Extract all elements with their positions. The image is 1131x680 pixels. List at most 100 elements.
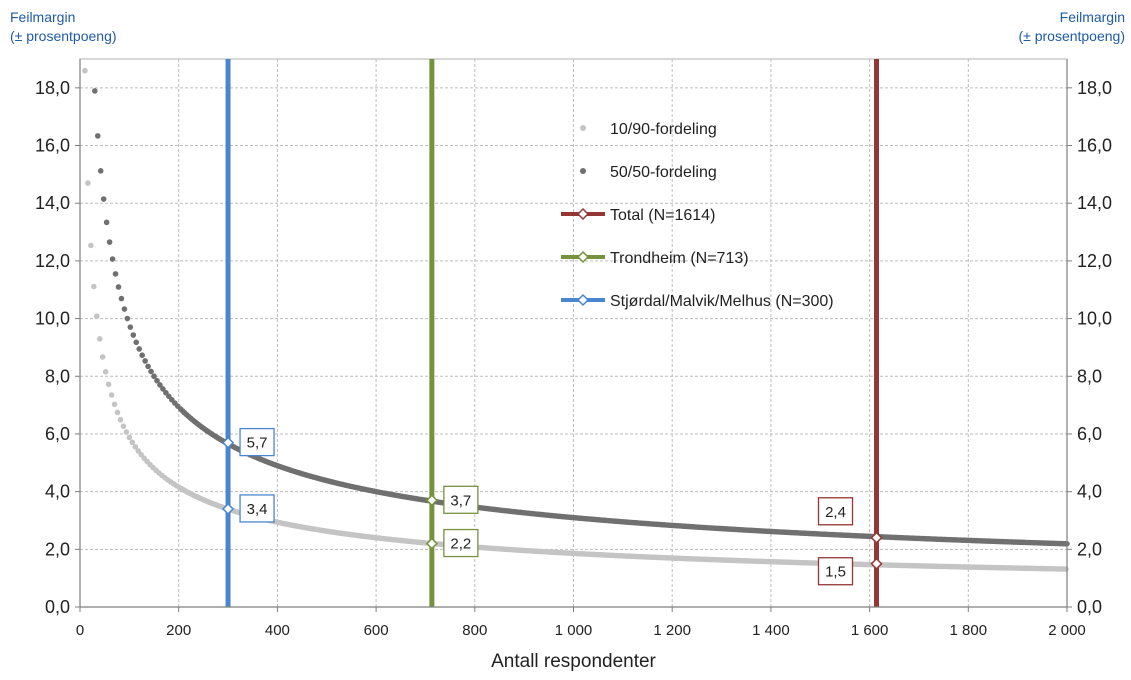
legend-marker-diamond bbox=[576, 207, 590, 221]
series-point bbox=[132, 443, 139, 450]
y-tick-label-right: 4,0 bbox=[1077, 482, 1102, 502]
series-point bbox=[121, 306, 128, 312]
y-tick-label-left: 4,0 bbox=[45, 482, 70, 502]
legend-label: Stjørdal/Malvik/Melhus (N=300) bbox=[610, 293, 834, 310]
series-point bbox=[97, 168, 104, 174]
y-tick-label-right: 12,0 bbox=[1077, 251, 1112, 271]
legend-marker-diamond bbox=[576, 250, 590, 264]
series-point bbox=[1063, 566, 1069, 572]
reference-marker bbox=[425, 537, 438, 550]
series-point bbox=[136, 346, 143, 352]
axes: 0 200 400 600 800 1 000 1 200 1 400 1 600 1 800 2 … bbox=[35, 59, 1112, 639]
value-label: 3,7 bbox=[450, 492, 471, 509]
legend-marker-diamond bbox=[576, 293, 590, 307]
series-point bbox=[126, 434, 133, 441]
series-point bbox=[99, 354, 106, 360]
x-tick-label: 1 000 bbox=[555, 622, 593, 639]
y-axis-title-right-line2: (± prosentpoeng) bbox=[1018, 28, 1125, 44]
series-point bbox=[130, 332, 137, 338]
y-tick-label-left: 18,0 bbox=[35, 78, 70, 98]
value-label: 2,2 bbox=[450, 536, 471, 553]
series-point bbox=[160, 386, 166, 392]
y-tick-label-right: 18,0 bbox=[1077, 78, 1112, 98]
x-axis-title: Antall respondenter bbox=[491, 651, 656, 672]
legend-label: Total (N=1614) bbox=[610, 207, 715, 224]
y-tick-label-left: 6,0 bbox=[45, 424, 70, 444]
y-tick-label-left: 0,0 bbox=[45, 597, 70, 617]
series-point bbox=[102, 369, 109, 375]
series-point bbox=[139, 352, 145, 358]
series-point bbox=[111, 401, 118, 408]
legend-label: 10/90-fordeling bbox=[610, 121, 717, 138]
x-tick-label: 1 200 bbox=[653, 622, 691, 639]
series-point bbox=[93, 313, 100, 319]
series-point bbox=[115, 284, 122, 290]
x-tick-label: 2 000 bbox=[1048, 622, 1086, 639]
y-tick-label-left: 2,0 bbox=[45, 539, 70, 559]
series-point bbox=[105, 381, 112, 388]
x-tick-label: 1 800 bbox=[950, 622, 988, 639]
y-tick-label-left: 12,0 bbox=[35, 251, 70, 271]
series-point bbox=[148, 368, 154, 375]
reference-marker bbox=[425, 494, 438, 507]
series-point bbox=[112, 271, 119, 277]
series-point bbox=[142, 358, 148, 364]
series-point bbox=[108, 392, 115, 398]
y-tick-label-right: 2,0 bbox=[1077, 539, 1102, 559]
legend-marker-dot bbox=[580, 168, 586, 174]
y-axis-title-left-line1: Feilmargin bbox=[10, 9, 76, 25]
legend: 10/90-fordeling 50/50-fordeling Total (N=1… bbox=[561, 121, 834, 310]
legend-item: 10/90-fordeling bbox=[580, 121, 717, 138]
legend-label: Trondheim (N=713) bbox=[610, 250, 749, 267]
series-point bbox=[96, 336, 103, 342]
series-50-50 bbox=[92, 88, 1070, 547]
x-tick-label: 200 bbox=[166, 622, 191, 639]
series-point bbox=[109, 256, 116, 262]
series-point bbox=[118, 295, 125, 302]
series-point bbox=[124, 315, 131, 322]
value-label-box bbox=[817, 557, 854, 586]
x-tick-label: 600 bbox=[364, 622, 389, 639]
reference-lines: 2,4 1,5 3,7 2,2 5,7 3,4 bbox=[221, 59, 883, 607]
y-tick-label-right: 0,0 bbox=[1077, 597, 1102, 617]
series-point bbox=[91, 283, 97, 290]
y-axis-title-left: Feilmargin (± prosentpoeng) bbox=[10, 8, 117, 46]
series-point bbox=[106, 239, 113, 245]
series-point bbox=[85, 180, 91, 186]
legend-marker-dot bbox=[580, 125, 586, 131]
reference-line-group: 2,4 1,5 bbox=[817, 59, 883, 607]
reference-marker bbox=[221, 436, 235, 449]
series-point bbox=[114, 409, 121, 416]
series-point bbox=[82, 67, 88, 74]
x-tick-label: 1 600 bbox=[851, 622, 889, 639]
series-point bbox=[133, 339, 140, 346]
series-point bbox=[157, 382, 163, 388]
x-tick-label: 1 400 bbox=[752, 622, 790, 639]
legend-item: Total (N=1614) bbox=[561, 207, 715, 224]
y-tick-label-left: 10,0 bbox=[35, 309, 70, 329]
y-tick-label-left: 14,0 bbox=[35, 193, 70, 213]
y-tick-label-right: 6,0 bbox=[1077, 424, 1102, 444]
series-point bbox=[151, 373, 157, 380]
value-label: 3,4 bbox=[247, 501, 268, 518]
series-point bbox=[154, 377, 160, 384]
y-tick-label-left: 16,0 bbox=[35, 136, 70, 156]
margin-of-error-chart: 2,4 1,5 3,7 2,2 5,7 3,4 0 200 400 600 800 1 000 1 2… bbox=[35, 58, 1112, 639]
series-point bbox=[92, 88, 98, 94]
value-label: 2,4 bbox=[825, 504, 846, 521]
value-label-box bbox=[817, 497, 854, 526]
series-point bbox=[135, 448, 142, 454]
y-axis-title-right: Feilmargin (± prosentpoeng) bbox=[1018, 8, 1125, 46]
series-point bbox=[103, 219, 110, 226]
value-label-box bbox=[443, 528, 479, 558]
value-label: 1,5 bbox=[825, 564, 846, 581]
y-tick-label-right: 16,0 bbox=[1077, 136, 1112, 156]
y-tick-label-left: 8,0 bbox=[45, 366, 70, 386]
reference-marker bbox=[870, 557, 883, 570]
y-tick-label-right: 10,0 bbox=[1077, 309, 1112, 329]
reference-line-group: 5,7 3,4 bbox=[221, 59, 275, 607]
legend-label: 50/50-fordeling bbox=[610, 164, 717, 181]
value-label-box bbox=[239, 494, 275, 523]
series-point bbox=[127, 324, 134, 330]
series-point bbox=[120, 423, 127, 430]
